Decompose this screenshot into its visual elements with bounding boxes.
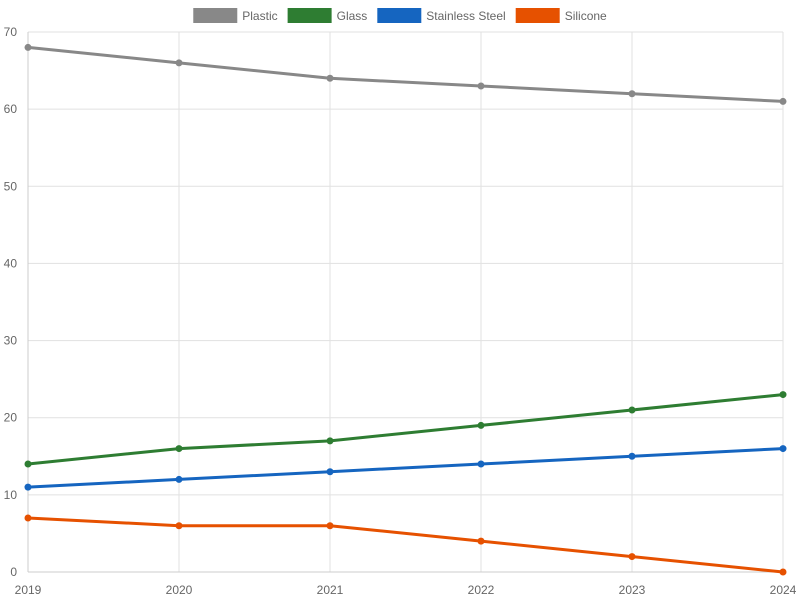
y-tick-label: 70 [4,25,18,39]
data-point-plastic[interactable] [326,74,334,82]
series-line-stainless-steel [26,447,785,489]
data-point-plastic[interactable] [779,97,787,105]
data-point-plastic[interactable] [477,82,485,90]
data-point-silicone[interactable] [628,553,636,561]
legend-label: Plastic [242,9,277,23]
legend-label: Silicone [565,9,607,23]
y-tick-label: 60 [4,102,18,116]
x-tick-label: 2022 [468,583,495,597]
data-point-plastic[interactable] [175,59,183,67]
data-point-glass[interactable] [326,437,334,445]
series-line-plastic [26,45,785,103]
legend-swatch [515,8,560,23]
x-tick-label: 2021 [317,583,344,597]
legend-item-stainless-steel[interactable]: Stainless Steel [377,8,506,23]
axes [27,32,783,573]
data-point-stainless-steel[interactable] [779,445,787,453]
y-axis-ticks: 0 10 20 30 40 50 60 70 [4,25,18,579]
legend-label: Glass [337,9,368,23]
series-plastic [24,43,787,105]
data-point-silicone[interactable] [24,514,32,522]
y-tick-label: 0 [10,565,17,579]
data-point-glass[interactable] [175,445,183,453]
legend-item-plastic[interactable]: Plastic [193,8,278,23]
data-point-glass[interactable] [24,460,32,468]
series-glass [24,391,787,468]
data-point-silicone[interactable] [175,522,183,530]
chart-legend: Plastic Glass Stainless Steel Silicone [193,8,607,23]
data-point-stainless-steel[interactable] [477,460,485,468]
legend-label: Stainless Steel [426,9,505,23]
grid [28,31,784,572]
data-point-glass[interactable] [779,391,787,399]
series-stainless-steel [24,445,787,491]
series-silicone [24,514,787,576]
y-tick-label: 50 [4,179,18,193]
data-point-stainless-steel[interactable] [628,452,636,460]
y-tick-label: 10 [4,488,18,502]
legend-item-glass[interactable]: Glass [287,8,368,23]
data-point-plastic[interactable] [628,90,636,98]
x-axis-ticks: 2019 2020 2021 2022 2023 2024 [15,583,797,597]
x-tick-label: 2019 [15,583,42,597]
data-point-silicone[interactable] [779,568,787,576]
legend-swatch [193,8,238,23]
legend-swatch [287,8,332,23]
x-tick-label: 2020 [166,583,193,597]
data-point-glass[interactable] [477,421,485,429]
data-point-stainless-steel[interactable] [326,468,334,476]
y-tick-label: 40 [4,256,18,270]
legend-item-silicone[interactable]: Silicone [515,8,607,23]
data-point-glass[interactable] [628,406,636,414]
y-tick-label: 30 [4,334,18,348]
x-tick-label: 2024 [770,583,797,597]
data-point-plastic[interactable] [24,43,32,51]
data-point-silicone[interactable] [477,537,485,545]
legend-swatch [377,8,422,23]
series-line-glass [26,393,785,466]
data-point-silicone[interactable] [326,522,334,530]
data-point-stainless-steel[interactable] [24,483,32,491]
series-group [24,43,787,576]
data-point-stainless-steel[interactable] [175,475,183,483]
y-tick-label: 20 [4,411,18,425]
x-tick-label: 2023 [619,583,646,597]
series-line-silicone [26,516,785,574]
